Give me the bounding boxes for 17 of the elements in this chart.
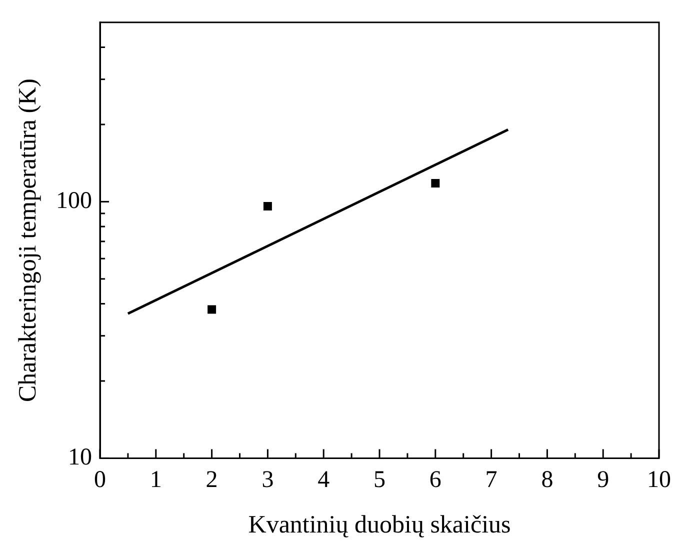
- y-tick-label: 100: [56, 188, 92, 214]
- y-axis-title: Charakteringoji temperatūra (K): [14, 78, 42, 402]
- x-tick-label: 9: [597, 466, 610, 493]
- point: [208, 305, 216, 314]
- x-tick-label: 0: [94, 466, 106, 493]
- x-tick-label: 10: [647, 466, 671, 493]
- x-tick-label: 8: [541, 466, 554, 493]
- x-tick-label: 6: [429, 466, 442, 493]
- x-tick-label: 2: [206, 466, 218, 493]
- x-axis-title: Kvantinių duobių skaičius: [248, 512, 511, 539]
- x-tick-label: 1: [150, 466, 162, 493]
- point: [431, 179, 440, 188]
- x-tick-label: 3: [262, 466, 274, 493]
- x-tick-label: 5: [374, 466, 386, 493]
- point: [263, 202, 272, 210]
- x-tick-label: 7: [485, 466, 498, 493]
- x-tick-label: 4: [318, 466, 330, 493]
